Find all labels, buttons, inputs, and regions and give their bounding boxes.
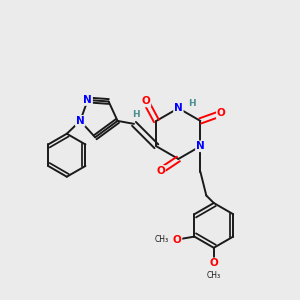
Text: H: H (132, 110, 139, 119)
Text: O: O (156, 166, 165, 176)
Text: CH₃: CH₃ (207, 272, 221, 280)
Text: N: N (196, 141, 205, 151)
Text: N: N (76, 116, 85, 126)
Text: O: O (217, 108, 226, 118)
Text: N: N (174, 103, 183, 113)
Text: O: O (142, 97, 150, 106)
Text: O: O (209, 258, 218, 268)
Text: O: O (173, 235, 182, 244)
Text: H: H (188, 99, 196, 108)
Text: CH₃: CH₃ (154, 235, 169, 244)
Text: N: N (83, 95, 92, 105)
